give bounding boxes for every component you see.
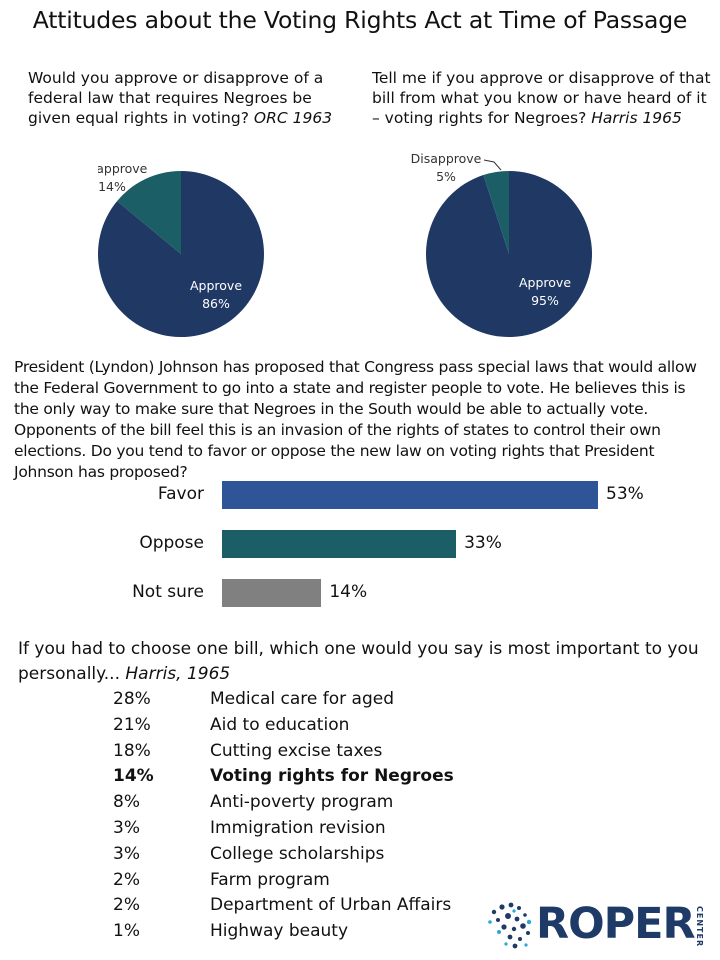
table-row: 18% Cutting excise taxes [0, 741, 600, 767]
question-most-important-bill: If you had to choose one bill, which one… [18, 637, 708, 687]
question-harris-1965: Tell me if you approve or disapprove of … [372, 68, 717, 128]
row-item: Farm program [210, 869, 330, 890]
row-item: Voting rights for Negroes [210, 766, 454, 787]
pie-label-disapprove: Disapprove [98, 161, 148, 176]
row-item: Cutting excise taxes [210, 740, 383, 761]
table-row: 3% Immigration revision [0, 818, 600, 844]
row-percent: 28% [113, 689, 151, 709]
pie-slice-disapprove [483, 171, 509, 254]
bar-category-label: Oppose [139, 533, 204, 553]
pie-chart-harris-1965: Approve 95% Disapprove 5% [411, 151, 592, 337]
bar-category-label: Not sure [132, 582, 204, 602]
roper-dots-icon [488, 902, 532, 949]
page-title: Attitudes about the Voting Rights Act at… [32, 6, 688, 34]
table-row: 2% Department of Urban Affairs [0, 895, 600, 921]
bar-not-sure [222, 579, 322, 607]
table-row: 28% Medical care for aged [0, 689, 600, 715]
pie-value-approve: 86% [202, 296, 230, 311]
question-text: Tell me if you approve or disapprove of … [372, 69, 711, 127]
question-source: ORC 1963 [253, 109, 333, 127]
logo-wordmark: ROPER [536, 899, 696, 949]
row-item: Highway beauty [210, 921, 349, 942]
table-row: 1% Highway beauty [0, 921, 600, 947]
table-row: 14% Voting rights for Negroes [0, 766, 600, 792]
row-item: Medical care for aged [210, 689, 395, 709]
row-percent: 18% [113, 740, 151, 761]
pie-value-disapprove: 5% [436, 169, 456, 184]
question-johnson-law: President (Lyndon) Johnson has proposed … [14, 358, 697, 481]
pie-slice-disapprove [117, 171, 181, 254]
bar-favor [222, 481, 598, 509]
pie-chart-orc-1963: Approve 86% Disapprove 14% [98, 161, 264, 337]
question-source: Harris, 1965 [125, 664, 231, 684]
bar-value-label: 33% [464, 533, 502, 553]
row-item: Aid to education [210, 714, 350, 735]
row-item: Anti-poverty program [210, 792, 394, 813]
logo-subtext: CENTER [695, 906, 704, 948]
bar-oppose [222, 530, 457, 558]
question-orc-1963: Would you approve or disapprove of a fed… [28, 68, 358, 128]
row-percent: 3% [113, 843, 140, 864]
bar-value-label: 14% [329, 582, 368, 602]
pie-leader-line [483, 159, 502, 171]
row-item: College scholarships [210, 843, 385, 864]
pie-value-disapprove: 14% [98, 179, 126, 194]
table-row: 21% Aid to education [0, 715, 600, 741]
bar-value-label: 53% [606, 484, 644, 504]
bar-category-label: Favor [157, 484, 204, 504]
row-percent: 8% [113, 792, 140, 813]
row-percent: 14% [113, 766, 154, 787]
row-percent: 3% [113, 818, 140, 838]
row-percent: 2% [113, 869, 140, 890]
roper-center-logo: ROPER CENTER [484, 898, 709, 954]
question-text: Would you approve or disapprove of a fed… [28, 69, 324, 127]
row-item: Immigration revision [210, 818, 386, 838]
pie-slice-approve [98, 171, 264, 337]
table-row: 3% College scholarships [0, 844, 600, 870]
question-text: If you had to choose one bill, which one… [18, 639, 699, 684]
pie-label-approve: Approve [190, 278, 242, 293]
row-percent: 2% [113, 895, 140, 916]
table-row: 2% Farm program [0, 870, 600, 896]
pie-label-approve: Approve [519, 275, 571, 290]
table-row: 8% Anti-poverty program [0, 792, 600, 818]
pie-label-disapprove: Disapprove [411, 151, 482, 166]
question-source: Harris 1965 [591, 109, 682, 127]
row-item: Department of Urban Affairs [210, 895, 452, 916]
row-percent: 1% [113, 921, 140, 942]
row-percent: 21% [113, 714, 151, 735]
pie-value-approve: 95% [531, 293, 559, 308]
